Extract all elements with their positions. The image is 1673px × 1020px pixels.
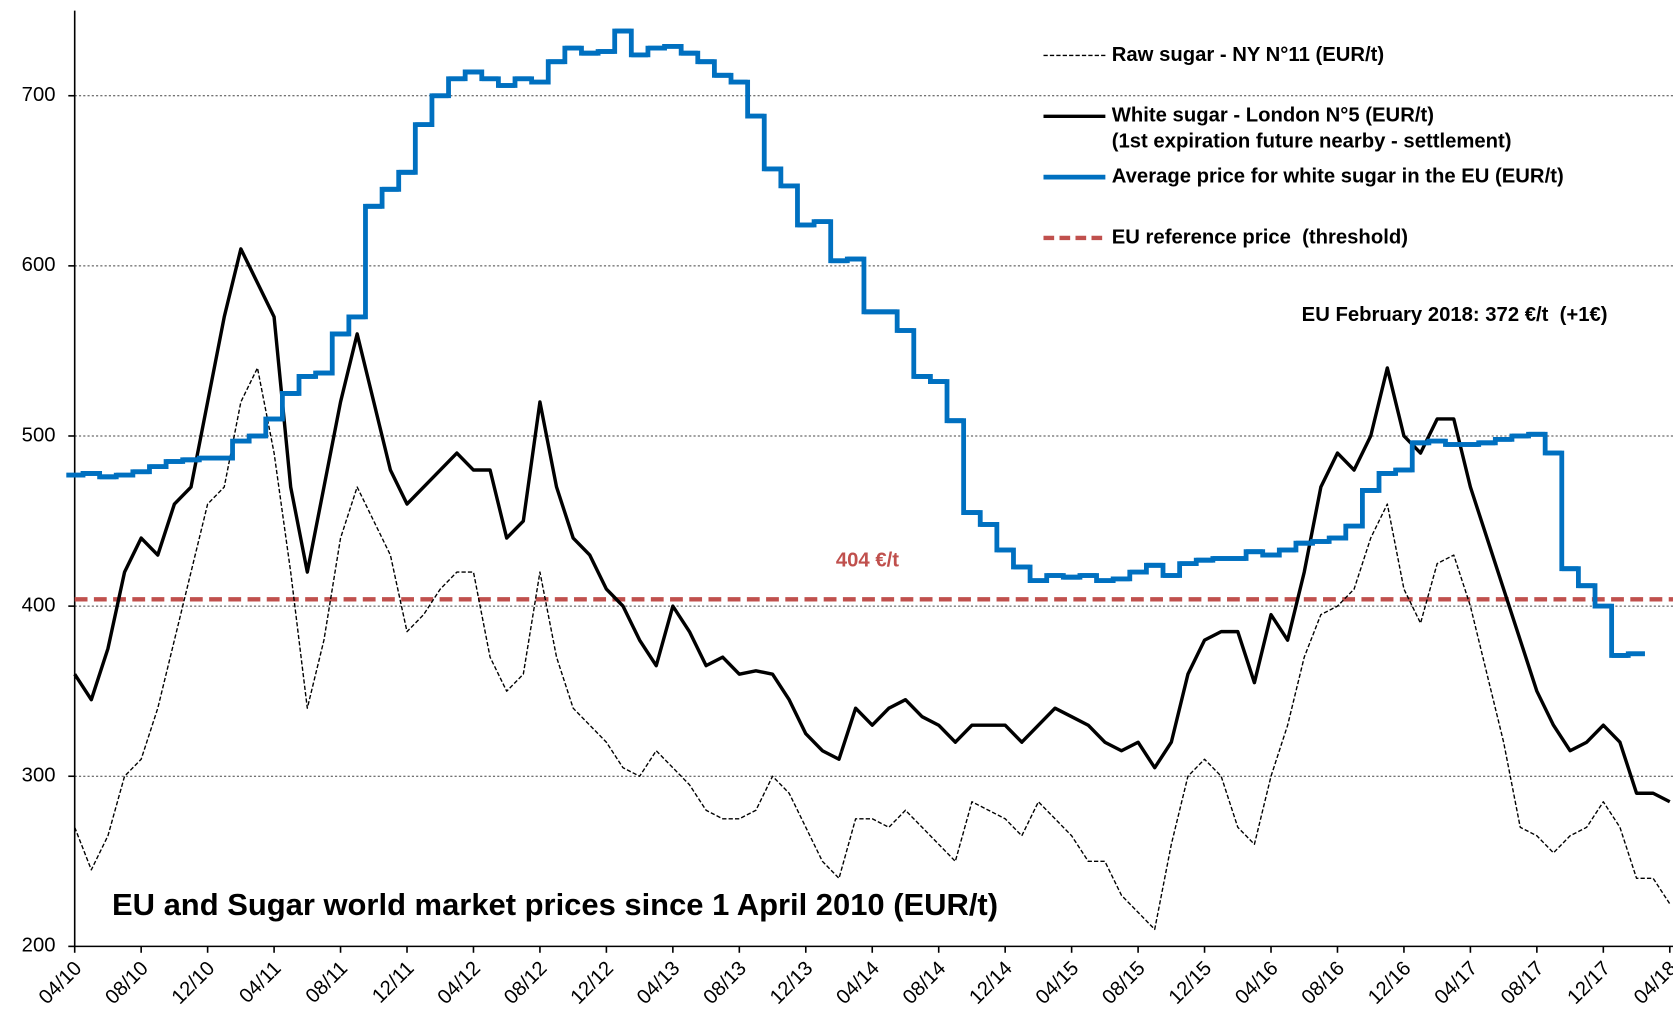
x-tick-label: 08/10 [101, 957, 152, 1008]
x-tick-label: 08/13 [699, 957, 750, 1008]
y-tick-label: 200 [22, 935, 56, 957]
legend-detail: (1st expiration future nearby - settleme… [1112, 130, 1512, 152]
reference-label: 404 €/t [836, 549, 899, 571]
x-tick-label: 04/10 [35, 957, 86, 1008]
legend-label: White sugar - London N°5 (EUR/t) [1112, 105, 1434, 127]
series-line [73, 247, 1671, 804]
x-tick-label: 12/13 [766, 957, 817, 1008]
x-tick-label: 08/12 [500, 957, 551, 1008]
x-tick-label: 04/15 [1032, 957, 1083, 1008]
x-tick-label: 08/16 [1298, 957, 1349, 1008]
x-tick-label: 04/11 [235, 957, 285, 1007]
legend-label: EU reference price (threshold) [1112, 226, 1408, 248]
x-tick-label: 04/14 [832, 957, 883, 1008]
x-tick-label: 08/14 [899, 957, 950, 1008]
x-tick-label: 12/16 [1364, 957, 1415, 1008]
x-tick-label: 04/17 [1431, 957, 1482, 1008]
annotation: EU February 2018: 372 €/t (+1€) [1302, 304, 1608, 326]
x-tick-label: 08/17 [1497, 957, 1548, 1008]
y-tick-label: 600 [22, 254, 56, 276]
y-tick-label: 700 [22, 84, 56, 106]
x-tick-label: 08/15 [1098, 957, 1149, 1008]
x-tick-label: 12/14 [965, 957, 1016, 1008]
x-tick-label: 04/13 [633, 957, 684, 1008]
x-tick-label: 04/12 [434, 957, 485, 1008]
y-tick-label: 400 [22, 594, 56, 616]
step-line [66, 28, 1645, 658]
series-line [74, 367, 1671, 931]
x-tick-label: 08/11 [302, 957, 352, 1007]
x-tick-label: 12/11 [368, 957, 418, 1007]
x-tick-label: 12/17 [1563, 957, 1614, 1008]
x-tick-label: 12/15 [1165, 957, 1216, 1008]
x-tick-label: 04/18 [1630, 957, 1673, 1008]
y-tick-label: 500 [22, 424, 56, 446]
x-tick-label: 12/12 [567, 957, 618, 1008]
x-tick-label: 04/16 [1231, 957, 1282, 1008]
chart-title: EU and Sugar world market prices since 1… [112, 887, 998, 922]
x-tick-label: 12/10 [168, 957, 219, 1008]
y-tick-label: 300 [22, 765, 56, 787]
legend-label: Raw sugar - NY N°11 (EUR/t) [1112, 44, 1384, 66]
legend-label: Average price for white sugar in the EU … [1112, 165, 1564, 187]
